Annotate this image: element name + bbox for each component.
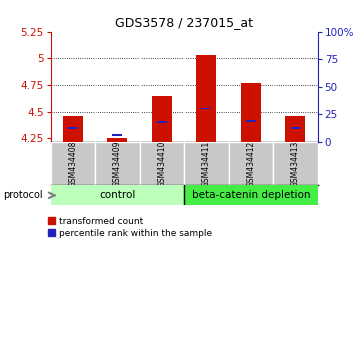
Bar bbox=[291, 127, 300, 129]
Bar bbox=[51, 142, 95, 185]
Bar bbox=[107, 138, 127, 142]
Legend: transformed count, percentile rank within the sample: transformed count, percentile rank withi… bbox=[48, 217, 212, 238]
Bar bbox=[201, 108, 211, 109]
Bar bbox=[157, 121, 167, 123]
Bar bbox=[184, 185, 318, 205]
Text: GSM434411: GSM434411 bbox=[202, 140, 211, 187]
Bar bbox=[229, 142, 273, 185]
Bar bbox=[152, 96, 172, 142]
Title: GDS3578 / 237015_at: GDS3578 / 237015_at bbox=[115, 16, 253, 29]
Text: GSM434410: GSM434410 bbox=[157, 140, 166, 187]
Bar bbox=[51, 185, 184, 205]
Text: GSM434409: GSM434409 bbox=[113, 140, 122, 187]
Text: control: control bbox=[99, 190, 135, 200]
Text: protocol: protocol bbox=[4, 190, 43, 200]
Bar bbox=[63, 116, 83, 142]
Bar bbox=[68, 127, 78, 129]
Bar bbox=[184, 142, 229, 185]
Text: beta-catenin depletion: beta-catenin depletion bbox=[192, 190, 310, 200]
Text: GSM434408: GSM434408 bbox=[68, 140, 77, 187]
Bar bbox=[95, 142, 140, 185]
Bar bbox=[246, 120, 256, 122]
Bar bbox=[241, 83, 261, 142]
Bar bbox=[112, 134, 122, 136]
Bar bbox=[273, 142, 318, 185]
Bar bbox=[196, 55, 216, 142]
Bar bbox=[140, 142, 184, 185]
Text: GSM434412: GSM434412 bbox=[247, 140, 255, 187]
Bar bbox=[286, 116, 305, 142]
Text: GSM434413: GSM434413 bbox=[291, 140, 300, 187]
